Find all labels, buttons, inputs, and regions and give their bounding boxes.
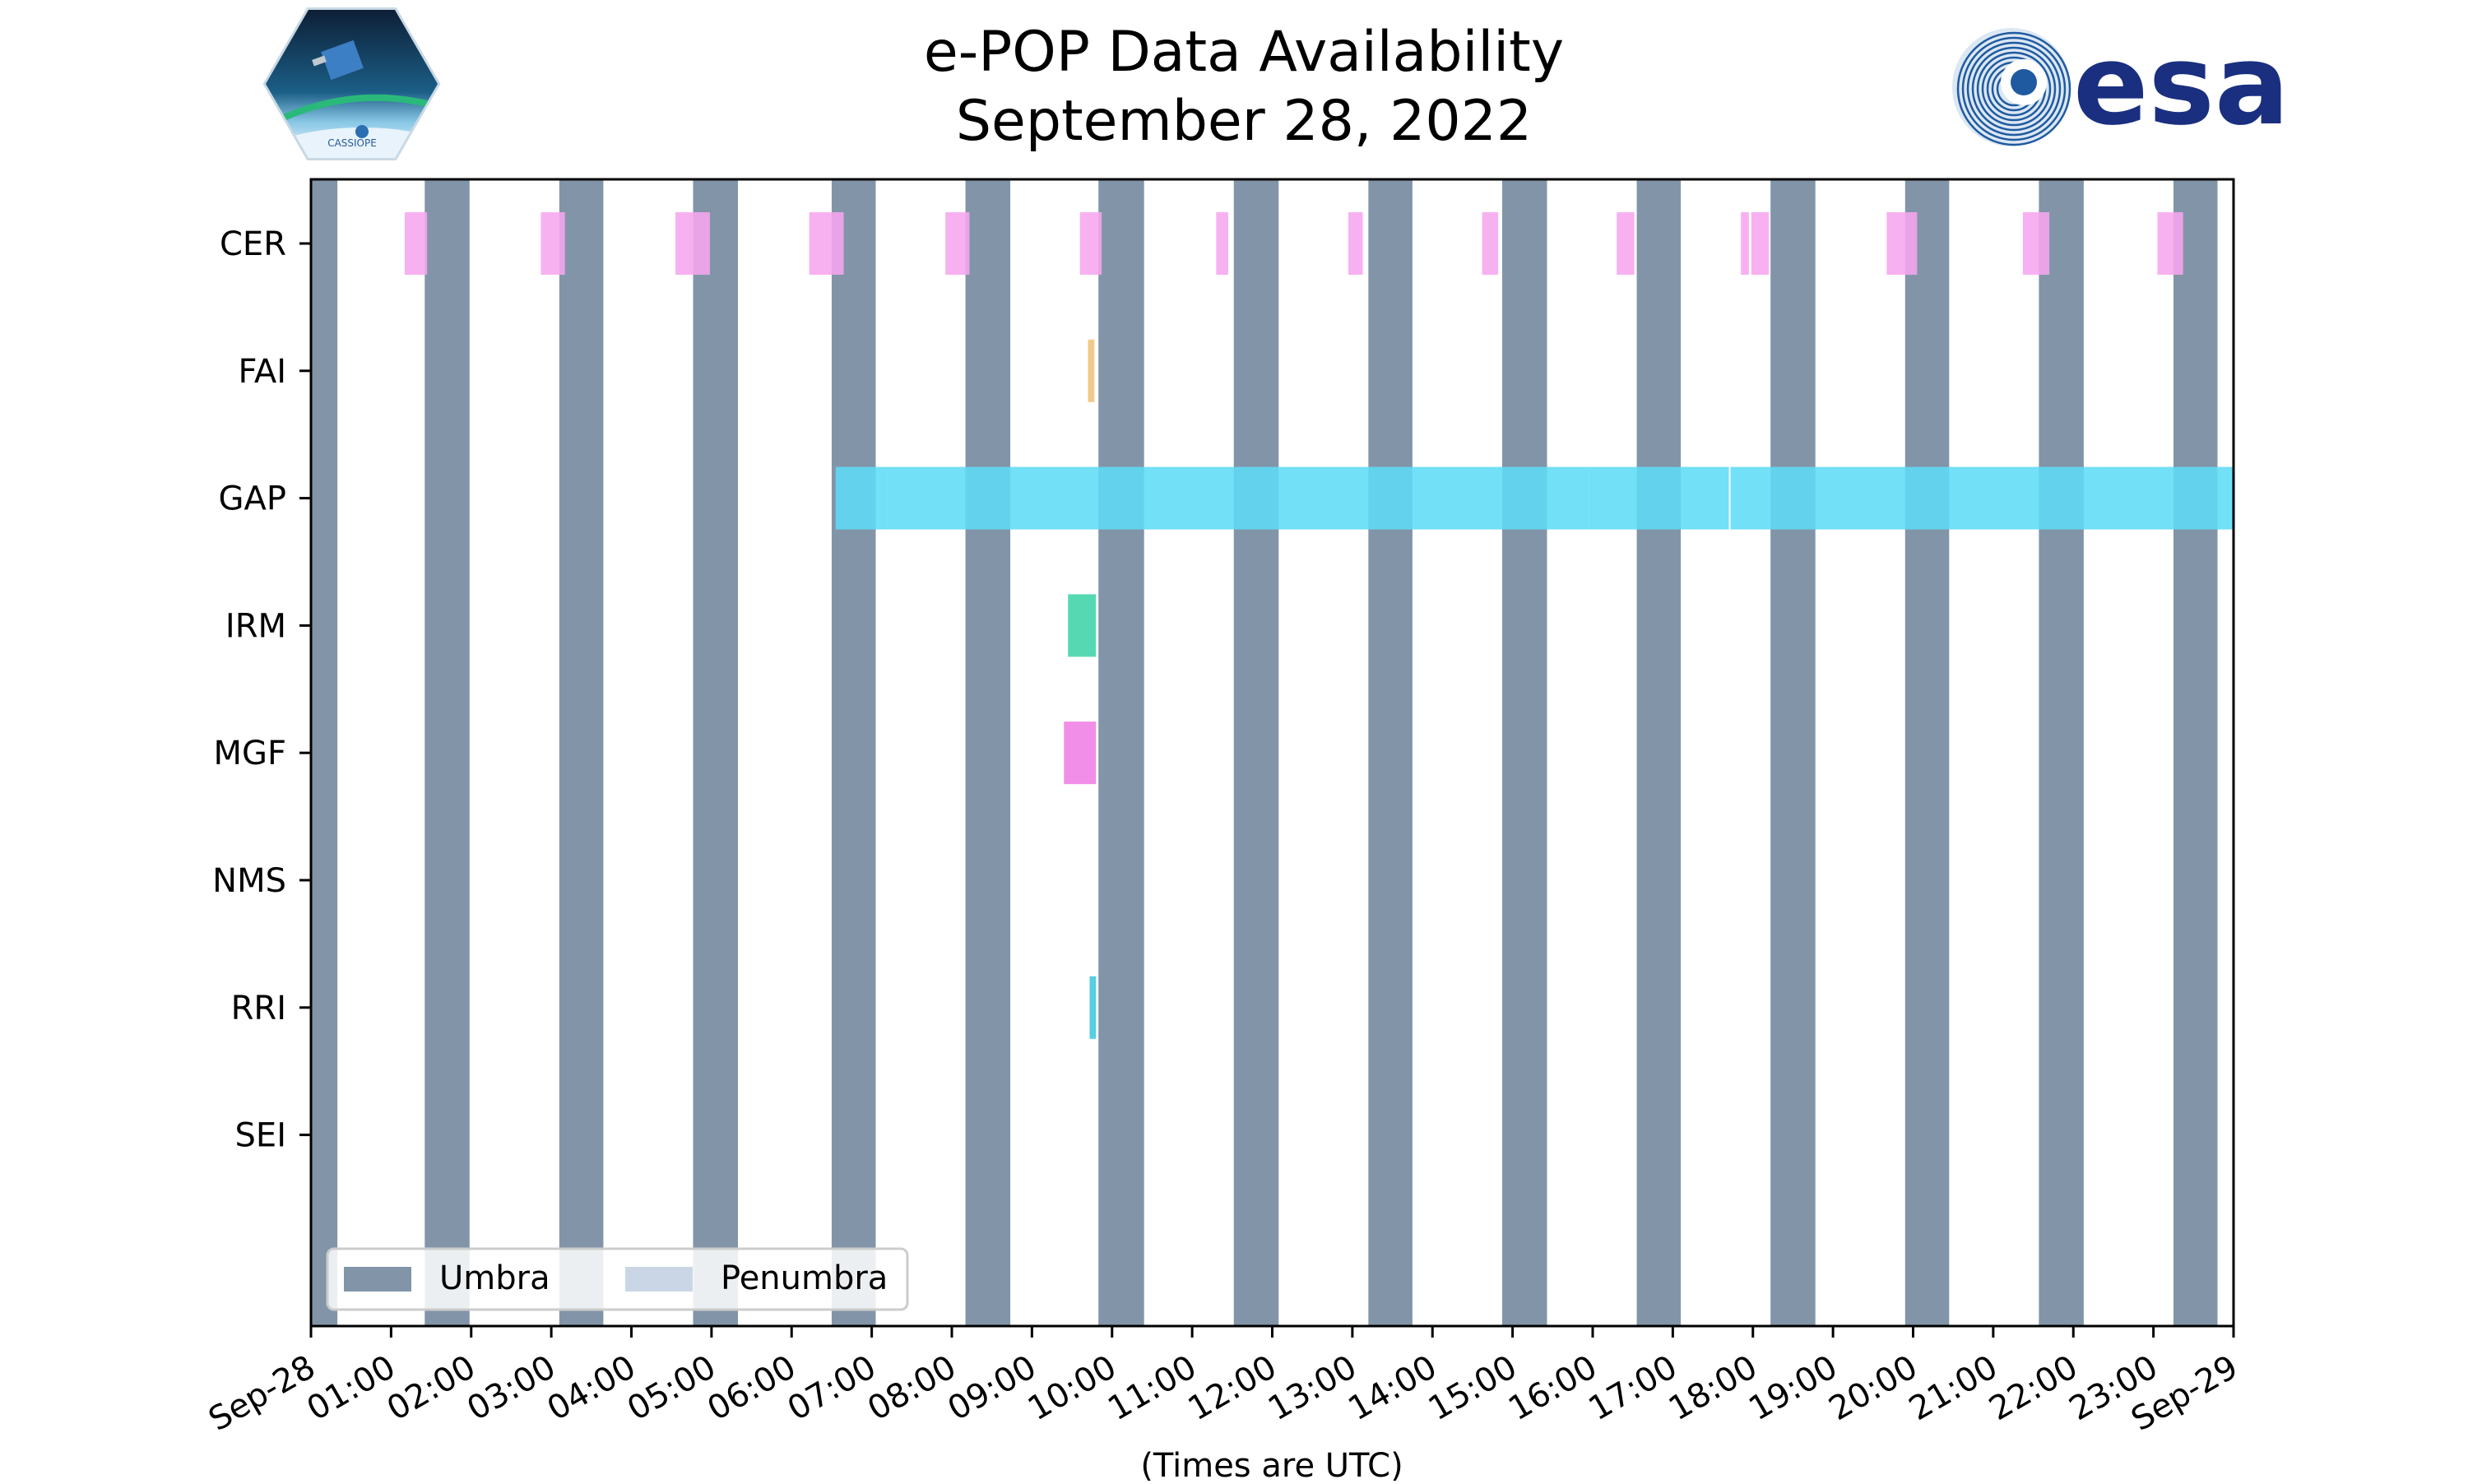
y-tick-label-irm: IRM <box>225 607 286 645</box>
cassiope-logo-text: CASSIOPE <box>327 137 377 149</box>
x-tick-label: 04:00 <box>541 1348 643 1428</box>
availability-bar-cer-10 <box>1741 212 1749 275</box>
availability-bar-cer-8 <box>1482 212 1499 275</box>
esa-logo-arc <box>1956 31 2071 146</box>
legend-penumbra-label: Penumbra <box>721 1259 888 1297</box>
y-tick-label-rri: RRI <box>231 990 286 1027</box>
umbra-layer <box>311 179 2218 1326</box>
esa-logo-text: esa <box>2073 21 2289 150</box>
availability-bar-cer-1 <box>540 212 565 275</box>
availability-bar-cer-13 <box>2022 212 2050 275</box>
umbra-band-10 <box>1636 179 1682 1326</box>
x-tick-label: 12:00 <box>1182 1348 1283 1428</box>
availability-bar-gap-3 <box>907 466 1589 530</box>
availability-bar-cer-14 <box>2157 212 2183 275</box>
availability-bar-cer-7 <box>1348 212 1363 275</box>
y-tick-label-fai: FAI <box>239 353 287 391</box>
legend-umbra-swatch <box>344 1267 411 1292</box>
umbra-band-12 <box>1904 179 1950 1326</box>
umbra-band-14 <box>2173 179 2218 1326</box>
x-tick-label: 20:00 <box>1823 1348 1924 1428</box>
availability-bar-cer-11 <box>1751 212 1770 275</box>
esa-logo-arc <box>1976 51 2052 127</box>
y-tick-label-cer: CER <box>220 225 286 263</box>
x-tick-label: 11:00 <box>1102 1348 1203 1428</box>
availability-bar-gap-2 <box>888 466 908 530</box>
y-tick-label-sei: SEI <box>235 1117 286 1155</box>
y-tick-label-nms: NMS <box>212 862 286 900</box>
umbra-band-0 <box>311 179 338 1326</box>
x-tick-label: 06:00 <box>701 1348 802 1428</box>
umbra-band-6 <box>1098 179 1144 1326</box>
x-tick-label: 05:00 <box>621 1348 722 1428</box>
x-tick-label: 13:00 <box>1262 1348 1363 1428</box>
x-tick-label: 07:00 <box>782 1348 883 1428</box>
availability-bar-irm-0 <box>1068 594 1097 657</box>
y-tick-label-gap: GAP <box>219 480 286 518</box>
series-layer <box>404 212 2234 1039</box>
availability-bar-cer-3 <box>809 212 844 275</box>
x-tick-label: 01:00 <box>301 1348 402 1428</box>
availability-bar-cer-2 <box>675 212 710 275</box>
legend-penumbra-swatch <box>625 1267 693 1292</box>
availability-bar-gap-5 <box>1730 466 2234 530</box>
availability-bar-rri-0 <box>1089 976 1097 1039</box>
esa-logo: esa <box>1952 21 2289 150</box>
legend-box <box>326 1247 909 1311</box>
x-tick-label: 02:00 <box>381 1348 482 1428</box>
x-tick-label: 18:00 <box>1663 1348 1764 1428</box>
umbra-band-1 <box>424 179 470 1326</box>
umbra-band-13 <box>2039 179 2084 1326</box>
x-axis: Sep-2801:0002:0003:0004:0005:0006:0007:0… <box>202 1326 2244 1439</box>
x-tick-label: 14:00 <box>1342 1348 1443 1428</box>
x-tick-label: 10:00 <box>1022 1348 1123 1428</box>
umbra-band-11 <box>1770 179 1816 1326</box>
umbra-band-7 <box>1233 179 1279 1326</box>
chart-title-line2: September 28, 2022 <box>956 89 1532 154</box>
availability-bar-cer-0 <box>404 212 428 275</box>
legend: Umbra Penumbra <box>326 1247 909 1311</box>
umbra-band-8 <box>1368 179 1413 1326</box>
x-tick-label: 22:00 <box>1983 1348 2084 1428</box>
x-tick-label: 15:00 <box>1422 1348 1524 1428</box>
availability-bar-cer-5 <box>1079 212 1102 275</box>
x-tick-label: 21:00 <box>1903 1348 2004 1428</box>
availability-bar-gap-4 <box>1589 466 1729 530</box>
x-axis-label: (Times are UTC) <box>1140 1447 1403 1481</box>
x-tick-label: 09:00 <box>942 1348 1043 1428</box>
chart-title-line1: e-POP Data Availability <box>924 20 1564 85</box>
umbra-band-4 <box>831 179 876 1326</box>
esa-logo-arc <box>1961 36 2067 141</box>
esa-logo-arc <box>1971 46 2057 132</box>
availability-bar-mgf-0 <box>1064 721 1097 785</box>
umbra-band-3 <box>693 179 739 1326</box>
availability-bar-cer-12 <box>1886 212 1918 275</box>
availability-bar-cer-4 <box>945 212 970 275</box>
esa-logo-arc <box>1966 41 2062 137</box>
x-tick-label: 03:00 <box>461 1348 562 1428</box>
x-tick-label: 08:00 <box>861 1348 963 1428</box>
y-tick-label-mgf: MGF <box>213 735 286 772</box>
availability-bar-gap-0 <box>835 466 861 530</box>
x-tick-label: 19:00 <box>1742 1348 1844 1428</box>
y-axis: CER FAI GAP IRM MGF NMS RRI SEI <box>212 225 311 1155</box>
legend-umbra-label: Umbra <box>439 1259 550 1297</box>
x-tick-label: 17:00 <box>1583 1348 1684 1428</box>
availability-bar-gap-1 <box>860 466 888 530</box>
availability-bar-cer-9 <box>1617 212 1635 275</box>
umbra-band-5 <box>965 179 1011 1326</box>
availability-bar-fai-0 <box>1088 339 1095 402</box>
x-tick-label: 16:00 <box>1502 1348 1603 1428</box>
availability-bar-cer-6 <box>1216 212 1228 275</box>
umbra-band-2 <box>559 179 604 1326</box>
umbra-band-9 <box>1501 179 1547 1326</box>
